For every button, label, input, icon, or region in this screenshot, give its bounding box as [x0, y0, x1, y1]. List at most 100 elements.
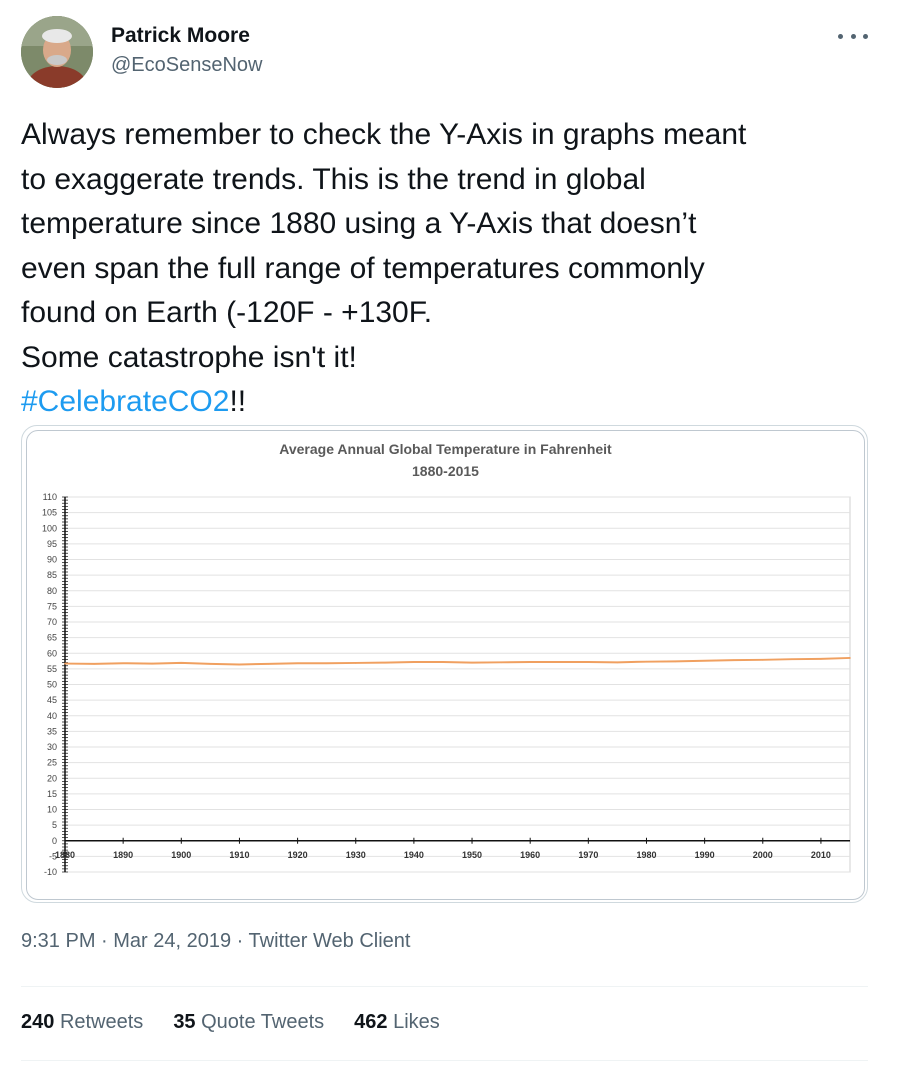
more-horizontal-icon[interactable] [838, 26, 868, 46]
y-tick-label: 85 [47, 570, 57, 580]
data-point [325, 662, 328, 665]
x-tick-label: 1920 [288, 850, 308, 860]
data-point [384, 661, 386, 664]
x-tick-label: 1960 [520, 850, 540, 860]
y-tick-label: 90 [47, 555, 57, 565]
data-point [442, 661, 444, 663]
data-point [500, 661, 502, 664]
data-point [674, 660, 677, 663]
y-tick-label: 15 [47, 789, 57, 799]
hashtag-suffix: !! [229, 385, 247, 418]
y-tick-label: 10 [47, 805, 57, 815]
x-tick-label: 1990 [695, 850, 715, 860]
x-tick-label: 1950 [462, 850, 482, 860]
data-point [587, 661, 590, 663]
retweets-count: 240 [21, 1011, 55, 1033]
separator: · [231, 930, 249, 952]
y-tick-label: 5 [52, 820, 57, 830]
data-point [413, 661, 415, 663]
data-point [180, 662, 183, 664]
hashtag-link[interactable]: #CelebrateCO2 [21, 385, 230, 418]
data-point [209, 663, 212, 665]
tweet-date[interactable]: Mar 24, 2019 [113, 930, 232, 952]
data-point [64, 662, 66, 665]
y-tick-label: 75 [47, 601, 57, 611]
retweets-label: Retweets [59, 1011, 144, 1033]
data-point [529, 661, 531, 663]
data-point [354, 662, 357, 664]
data-point [791, 658, 793, 660]
retweets-stat[interactable]: 240 Retweets [21, 1011, 143, 1034]
y-tick-label: 65 [47, 633, 57, 643]
profile-photo [21, 16, 93, 88]
tweet-time[interactable]: 9:31 PM [21, 930, 96, 952]
likes-label: Likes [393, 1011, 440, 1033]
y-tick-label: 95 [47, 539, 57, 549]
y-tick-label: 55 [47, 664, 57, 674]
y-tick-label: 40 [47, 711, 57, 721]
engagement-stats: 240 Retweets 35 Quote Tweets 462 Likes [21, 1011, 470, 1034]
x-tick-label: 2000 [753, 850, 773, 860]
tweet-timestamp-row: 9:31 PM · Mar 24, 2019 · Twitter Web Cli… [21, 930, 410, 953]
data-point [849, 657, 851, 659]
divider [21, 1060, 868, 1061]
tweet-text-line: to exaggerate trends. This is the trend … [21, 162, 646, 196]
series-line [64, 656, 851, 666]
x-tick-label: 1980 [636, 850, 656, 860]
x-tick-label: 1940 [404, 850, 424, 860]
x-tick-label: 1890 [113, 850, 133, 860]
chart-plot: 1101051009590858075706560555045403530252… [42, 492, 851, 877]
y-tick-label: 45 [47, 695, 57, 705]
y-tick-label: 70 [47, 617, 57, 627]
chart-title: Average Annual Global Temperature in Fah… [279, 441, 612, 457]
data-point [558, 661, 561, 663]
chart-container: Average Annual Global Temperature in Fah… [26, 430, 865, 900]
user-handle[interactable]: @EcoSenseNow [111, 54, 263, 76]
x-tick-label: 1900 [171, 850, 191, 860]
data-point [471, 661, 473, 664]
x-tick-label: 1880 [55, 850, 75, 860]
divider [21, 986, 868, 987]
chart-subtitle: 1880-2015 [412, 463, 479, 479]
x-tick-label: 1910 [229, 850, 249, 860]
y-tick-label: 20 [47, 773, 57, 783]
data-point [93, 663, 95, 665]
data-point [122, 662, 124, 665]
data-point [703, 659, 706, 662]
data-point [296, 662, 299, 665]
data-point [761, 659, 764, 661]
tweet-text-line: temperature since 1880 using a Y-Axis th… [21, 207, 697, 240]
quote-tweets-count: 35 [173, 1011, 196, 1033]
y-tick-label: 105 [42, 508, 57, 518]
y-tick-label: 35 [47, 726, 57, 736]
data-point [238, 663, 241, 666]
tweet-text-line-hashtag: #CelebrateCO2!! [21, 380, 871, 425]
y-tick-label: 80 [47, 586, 57, 596]
display-name[interactable]: Patrick Moore [111, 24, 250, 47]
y-tick-label: -10 [44, 867, 57, 877]
data-point [616, 661, 619, 664]
data-point [267, 663, 270, 665]
quote-tweets-stat[interactable]: 35 Quote Tweets [173, 1011, 324, 1034]
y-tick-label: 30 [47, 742, 57, 752]
y-tick-label: 25 [47, 758, 57, 768]
tweet-text-line: Some catastrophe isn't it! [21, 340, 357, 374]
likes-stat[interactable]: 462 Likes [354, 1011, 440, 1034]
y-tick-label: 100 [42, 523, 57, 533]
y-tick-label: 50 [47, 680, 57, 690]
separator: · [95, 930, 114, 952]
quote-tweets-label: Quote Tweets [201, 1011, 325, 1033]
tweet-text-line: Always remember to check the Y-Axis in g… [21, 118, 747, 151]
x-tick-label: 2010 [811, 850, 831, 860]
data-point [151, 662, 154, 665]
tweet-media-image[interactable]: Average Annual Global Temperature in Fah… [21, 425, 868, 903]
x-tick-label: 1930 [346, 850, 366, 860]
y-tick-label: 60 [47, 648, 57, 658]
y-tick-label: -5 [49, 851, 57, 861]
data-point [820, 658, 822, 660]
avatar[interactable] [21, 16, 93, 88]
tweet-client[interactable]: Twitter Web Client [248, 930, 411, 952]
tweet-text-line: found on Earth (-120F - +130F. [21, 296, 433, 329]
x-tick-label: 1970 [578, 850, 598, 860]
tweet-text-line: even span the full range of temperatures… [21, 251, 705, 285]
